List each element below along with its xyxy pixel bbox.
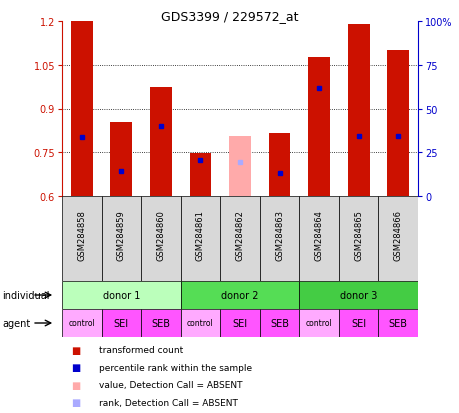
Text: donor 1: donor 1 [102,290,140,300]
Bar [338,197,378,281]
Text: ■: ■ [71,380,80,390]
Text: SEI: SEI [232,318,247,328]
Bar [180,281,299,309]
Text: GSM284865: GSM284865 [353,209,362,260]
Bar [180,197,220,281]
Text: SEB: SEB [388,318,407,328]
Text: SEI: SEI [350,318,365,328]
Bar [386,51,408,197]
Text: control: control [305,319,332,328]
Text: SEB: SEB [151,318,170,328]
Bar [220,309,259,337]
Bar [62,197,101,281]
Bar [259,309,299,337]
Text: percentile rank within the sample: percentile rank within the sample [99,363,252,372]
Bar [299,197,338,281]
Bar [299,309,338,337]
Text: GSM284862: GSM284862 [235,209,244,260]
Text: GSM284861: GSM284861 [196,209,205,260]
Text: GSM284859: GSM284859 [117,209,126,260]
Text: GSM284858: GSM284858 [77,209,86,260]
Text: SEB: SEB [269,318,288,328]
Text: GDS3399 / 229572_at: GDS3399 / 229572_at [161,10,298,23]
Bar [378,309,417,337]
Text: individual: individual [2,290,50,300]
Bar [101,197,141,281]
Bar [189,154,211,197]
Bar [150,88,171,197]
Bar [259,197,299,281]
Bar [141,309,180,337]
Bar [308,58,329,197]
Text: GSM284866: GSM284866 [393,209,402,260]
Bar [299,281,417,309]
Bar [378,197,417,281]
Bar [268,134,290,197]
Text: SEI: SEI [113,318,129,328]
Text: control: control [68,319,95,328]
Bar [71,22,92,197]
Bar [180,309,220,337]
Bar [101,309,141,337]
Text: GSM284860: GSM284860 [156,209,165,260]
Text: ■: ■ [71,397,80,407]
Bar [62,309,101,337]
Text: transformed count: transformed count [99,346,183,354]
Text: control: control [187,319,213,328]
Text: rank, Detection Call = ABSENT: rank, Detection Call = ABSENT [99,398,237,407]
Bar [220,197,259,281]
Bar [338,309,378,337]
Bar [110,122,132,197]
Bar [141,197,180,281]
Text: donor 3: donor 3 [339,290,376,300]
Bar [347,25,369,197]
Text: ■: ■ [71,363,80,373]
Bar [229,137,250,197]
Text: GSM284863: GSM284863 [274,209,284,260]
Bar [62,281,180,309]
Text: agent: agent [2,318,30,328]
Text: GSM284864: GSM284864 [314,209,323,260]
Text: value, Detection Call = ABSENT: value, Detection Call = ABSENT [99,380,242,389]
Text: ■: ■ [71,345,80,355]
Text: donor 2: donor 2 [221,290,258,300]
